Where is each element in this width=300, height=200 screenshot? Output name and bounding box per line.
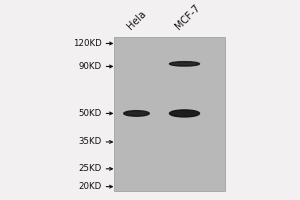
Text: 90KD: 90KD [79,62,102,71]
Ellipse shape [169,110,200,117]
Text: 25KD: 25KD [79,164,102,173]
Text: 120KD: 120KD [73,39,102,48]
Text: 35KD: 35KD [79,137,102,146]
Text: 20KD: 20KD [79,182,102,191]
Ellipse shape [124,111,149,116]
Ellipse shape [169,62,200,66]
Text: MCF-7: MCF-7 [173,3,202,32]
Text: 50KD: 50KD [79,109,102,118]
FancyBboxPatch shape [114,37,225,191]
Text: Hela: Hela [125,9,148,32]
